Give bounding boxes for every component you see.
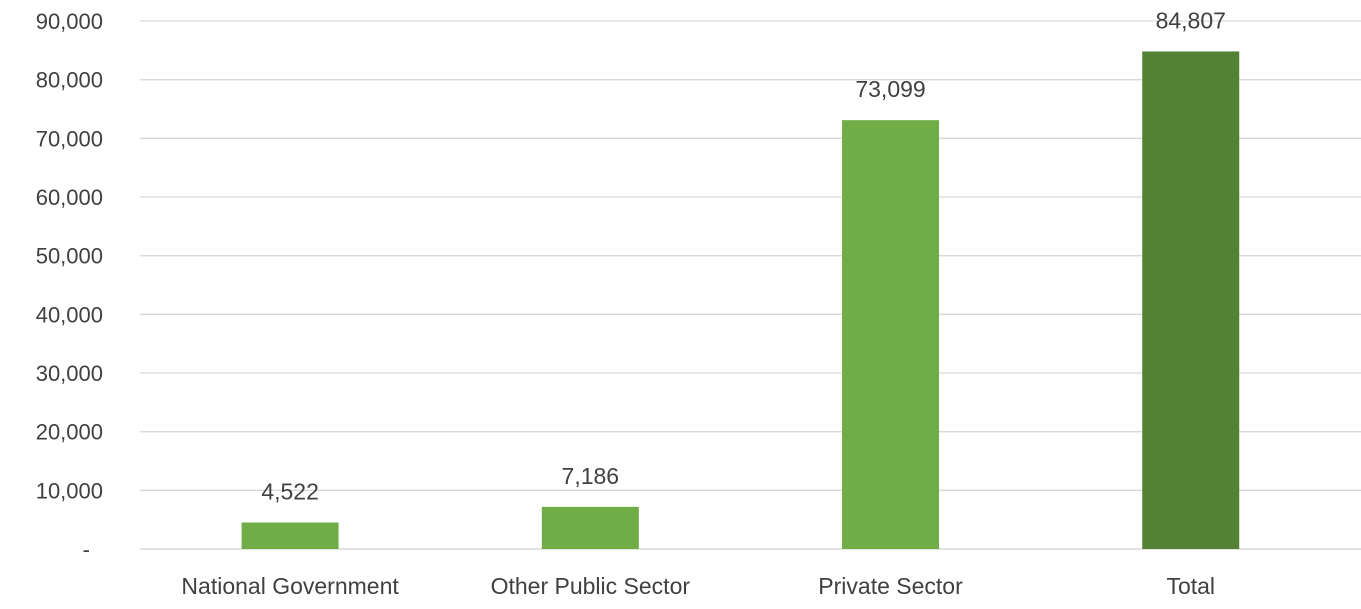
category-label: Other Public Sector bbox=[491, 573, 691, 599]
y-axis-tick-labels: - 10,000 20,000 30,000 40,000 50,000 60,000 70,… bbox=[36, 9, 103, 562]
bar bbox=[842, 120, 940, 550]
bar bbox=[1142, 51, 1240, 549]
category-label: Private Sector bbox=[818, 573, 963, 599]
y-tick-label: 70,000 bbox=[36, 126, 103, 151]
y-tick-label: 90,000 bbox=[36, 9, 103, 34]
x-axis-category-labels: National Government Other Public Sector Pr… bbox=[181, 573, 1215, 599]
y-tick-label: 60,000 bbox=[36, 185, 103, 210]
data-label: 4,522 bbox=[261, 478, 319, 504]
data-labels: 4,522 7,186 73,099 84,807 bbox=[261, 7, 1226, 504]
y-tick-label: 40,000 bbox=[36, 302, 103, 327]
category-label: National Government bbox=[181, 573, 399, 599]
y-tick-label: 10,000 bbox=[36, 478, 103, 503]
gridlines bbox=[140, 20, 1361, 550]
y-tick-label: 50,000 bbox=[36, 244, 103, 269]
y-tick-label: 80,000 bbox=[36, 68, 103, 93]
bar bbox=[241, 522, 339, 549]
y-tick-label: - bbox=[83, 537, 90, 562]
y-tick-label: 30,000 bbox=[36, 361, 103, 386]
data-label: 84,807 bbox=[1156, 7, 1226, 33]
y-tick-label: 20,000 bbox=[36, 420, 103, 445]
data-label: 73,099 bbox=[855, 76, 925, 102]
bar bbox=[541, 506, 639, 549]
bars bbox=[241, 51, 1240, 550]
category-label: Total bbox=[1166, 573, 1215, 599]
data-label: 7,186 bbox=[562, 463, 620, 489]
